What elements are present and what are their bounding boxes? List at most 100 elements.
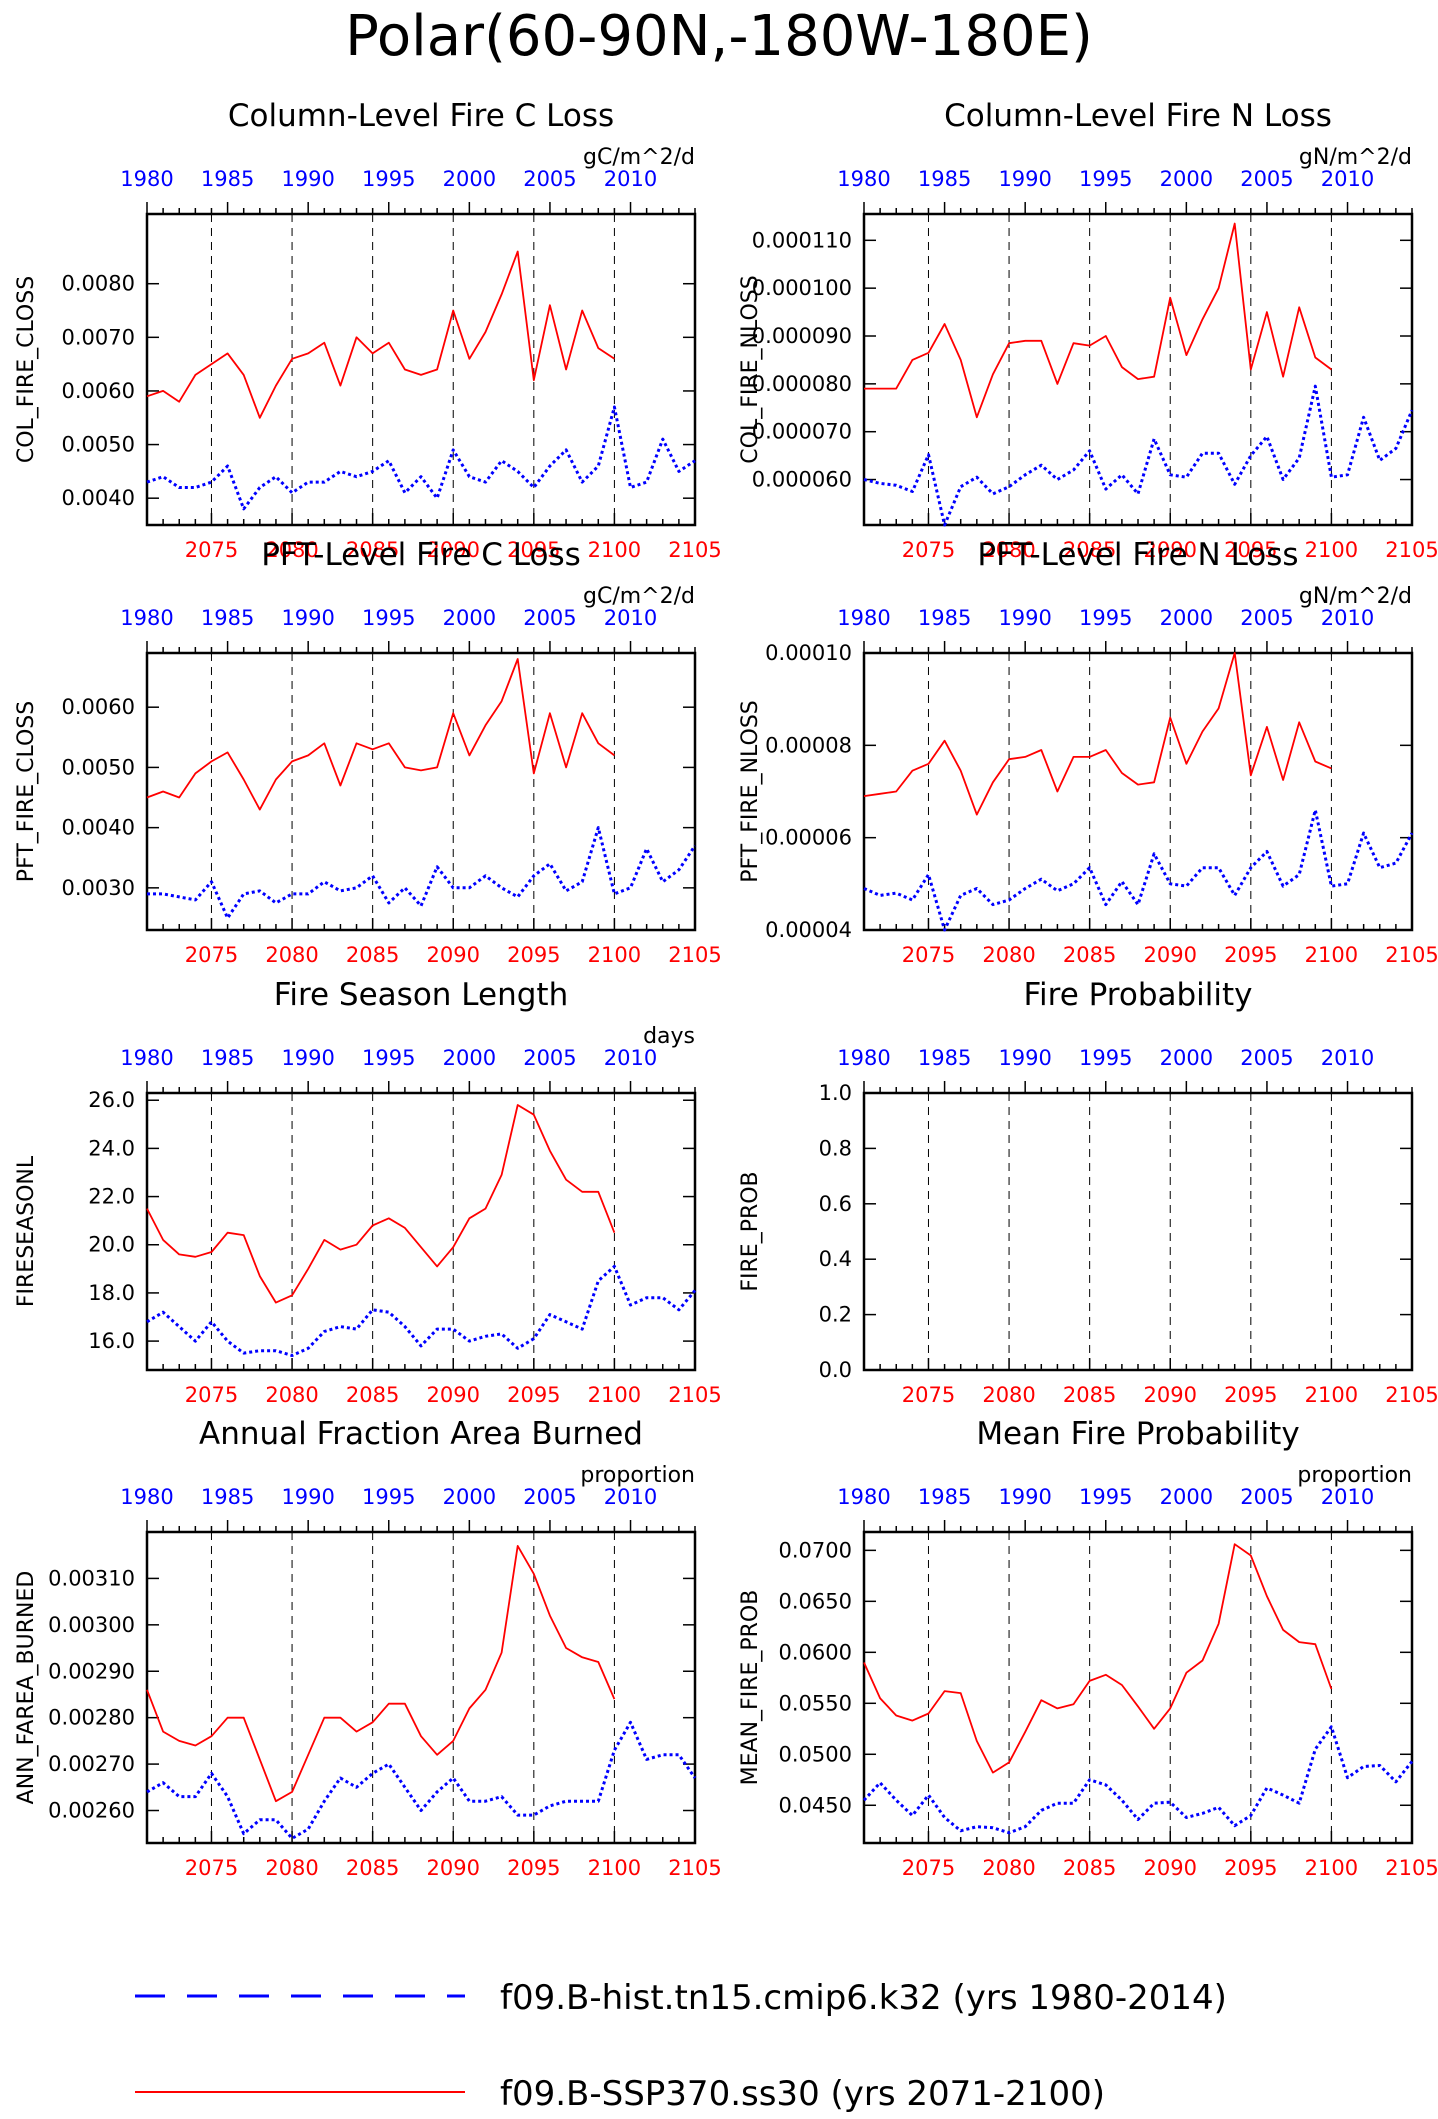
chart-panel-7: Annual Fraction Area Burned proportion 207…	[14, 1416, 722, 1880]
y-tick-label: 0.000110	[752, 228, 852, 252]
units-label: proportion	[580, 1463, 695, 1488]
x-bottom-tick-label: 2085	[346, 1856, 399, 1880]
series-line-ssp	[146, 1104, 616, 1304]
y-tick-label: 22.0	[88, 1185, 135, 1209]
x-top-tick-label: 2000	[443, 606, 496, 630]
chart-title: Fire Probability	[1023, 977, 1252, 1013]
x-top-tick-label: 1985	[918, 606, 971, 630]
plot-frame	[145, 651, 697, 932]
y-tick-label: 0.0650	[779, 1589, 852, 1613]
units-label: proportion	[1297, 1463, 1412, 1488]
y-tick-label: 0.6	[819, 1192, 852, 1216]
x-top-tick-label: 2010	[604, 167, 657, 191]
x-top-tick-label: 2000	[1160, 1046, 1213, 1070]
x-top-tick-label: 1995	[362, 1046, 415, 1070]
x-top-tick-label: 1985	[201, 167, 254, 191]
series-line-hist	[863, 808, 1414, 932]
y-tick-label: 1.0	[819, 1081, 852, 1105]
x-top-tick-label: 2010	[1321, 1046, 1374, 1070]
y-axis-label: COL_FIRE_NLOSS	[738, 275, 763, 463]
y-tick-label: 0.0040	[62, 486, 135, 510]
x-top-tick-label: 1985	[918, 1485, 971, 1509]
panels-group: Column-Level Fire C Loss gC/m^2/d 2075 2080…	[14, 98, 1438, 1880]
x-top-tick-label: 2000	[1160, 1485, 1213, 1509]
series-line-hist	[863, 384, 1414, 527]
x-bottom-tick-label: 2085	[1063, 943, 1116, 967]
x-top-tick-label: 2005	[1240, 606, 1293, 630]
chart-title: PFT-Level Fire C Loss	[261, 537, 581, 573]
legend: f09.B-hist.tn15.cmip6.k32 (yrs 1980-2014…	[135, 1978, 1227, 2114]
plot-frame	[862, 1530, 1414, 1845]
x-top-tick-label: 1995	[1079, 1046, 1132, 1070]
x-top-tick-label: 1995	[362, 167, 415, 191]
y-tick-label: 0.0030	[62, 876, 135, 900]
units-label: gC/m^2/d	[583, 584, 695, 609]
y-tick-label: 0.00280	[48, 1706, 135, 1730]
units-label: days	[643, 1024, 695, 1049]
y-tick-label: 16.0	[88, 1329, 135, 1353]
x-bottom-tick-label: 2090	[1144, 1383, 1197, 1407]
units-label: gN/m^2/d	[1299, 584, 1412, 609]
y-axis-label: COL_FIRE_CLOSS	[14, 276, 39, 463]
x-bottom-tick-label: 2100	[588, 538, 641, 562]
series-line-ssp	[146, 658, 615, 811]
y-tick-label: 0.0060	[62, 379, 135, 403]
x-bottom-tick-label: 2080	[982, 1383, 1035, 1407]
x-top-tick-label: 1990	[281, 606, 334, 630]
y-tick-label: 0.000080	[752, 372, 852, 396]
x-top-tick-label: 1990	[998, 606, 1051, 630]
y-tick-label: 20.0	[88, 1233, 135, 1257]
chart-panel-6: Fire Probability 2075 2080 2085 2090 2095 2100…	[738, 977, 1438, 1407]
x-top-tick-label: 2005	[1240, 1485, 1293, 1509]
series-line-ssp	[146, 250, 615, 419]
series-line-hist	[146, 1720, 697, 1840]
x-bottom-tick-label: 2095	[507, 1383, 560, 1407]
page-title: Polar(60-90N,-180W-180E)	[345, 4, 1093, 69]
x-bottom-tick-label: 2085	[346, 943, 399, 967]
x-bottom-tick-label: 2075	[185, 943, 238, 967]
y-tick-label: 0.00290	[48, 1659, 135, 1683]
x-bottom-tick-label: 2090	[427, 538, 480, 562]
x-top-tick-label: 2000	[1160, 167, 1213, 191]
series-line-hist	[862, 1725, 1414, 1835]
x-top-tick-label: 2000	[1160, 606, 1213, 630]
x-top-tick-label: 2010	[1321, 606, 1374, 630]
series-line-ssp	[146, 1545, 616, 1803]
x-bottom-tick-label: 2085	[346, 1383, 399, 1407]
x-top-tick-label: 1980	[837, 1485, 890, 1509]
x-top-tick-label: 2010	[1321, 1485, 1374, 1509]
x-bottom-tick-label: 2100	[1305, 1383, 1358, 1407]
x-bottom-tick-label: 2105	[668, 1383, 721, 1407]
x-top-tick-label: 1980	[120, 167, 173, 191]
y-tick-label: 0.00260	[48, 1799, 135, 1823]
x-top-tick-label: 2005	[523, 1046, 576, 1070]
x-top-tick-label: 1985	[201, 606, 254, 630]
x-bottom-tick-label: 2105	[668, 1856, 721, 1880]
x-bottom-tick-label: 2085	[346, 538, 399, 562]
x-bottom-tick-label: 2085	[1063, 1856, 1116, 1880]
x-top-tick-label: 2005	[523, 167, 576, 191]
chart-title: Column-Level Fire N Loss	[944, 98, 1332, 134]
y-tick-label: 26.0	[88, 1088, 135, 1112]
y-tick-label: 0.0050	[62, 755, 135, 779]
x-bottom-tick-label: 2085	[1063, 1383, 1116, 1407]
chart-title: Annual Fraction Area Burned	[199, 1416, 643, 1452]
y-tick-label: 0.4	[819, 1247, 852, 1271]
x-bottom-tick-label: 2080	[982, 1856, 1035, 1880]
x-top-tick-label: 1995	[1079, 167, 1132, 191]
y-tick-label: 0.0550	[779, 1691, 852, 1715]
x-bottom-tick-label: 2095	[1224, 1383, 1277, 1407]
y-tick-label: 0.0070	[62, 325, 135, 349]
x-bottom-tick-label: 2100	[1305, 538, 1358, 562]
series-line-ssp	[863, 1543, 1333, 1774]
x-bottom-tick-label: 2080	[265, 538, 318, 562]
x-top-tick-label: 1980	[837, 606, 890, 630]
x-bottom-tick-label: 2080	[982, 943, 1035, 967]
y-tick-label: 0.0	[819, 1358, 852, 1382]
x-top-tick-label: 1985	[918, 167, 971, 191]
x-bottom-tick-label: 2075	[185, 538, 238, 562]
y-axis-label: FIRESEASONL	[14, 1155, 39, 1307]
x-bottom-tick-label: 2075	[902, 1383, 955, 1407]
x-bottom-tick-label: 2095	[507, 943, 560, 967]
